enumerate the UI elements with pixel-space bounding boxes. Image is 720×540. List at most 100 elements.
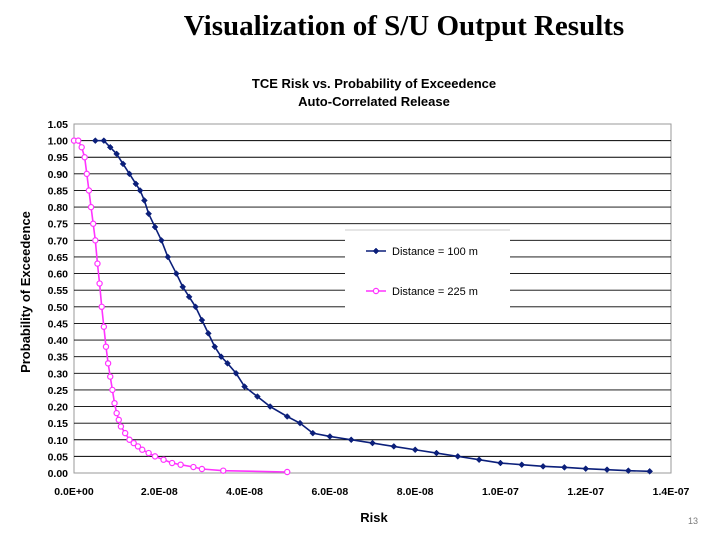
data-point	[475, 456, 483, 464]
chart-title: TCE Risk vs. Probability of Exceedence	[252, 76, 496, 91]
data-point	[121, 429, 129, 437]
x-tick-label: 1.2E-07	[567, 486, 604, 498]
data-point	[411, 446, 419, 454]
data-point	[130, 439, 137, 447]
data-point	[78, 144, 85, 151]
y-tick-label: 0.95	[48, 152, 69, 164]
data-point	[100, 137, 108, 144]
data-point	[75, 137, 82, 144]
x-tick-label: 8.0E-08	[397, 486, 434, 498]
y-tick-label: 0.70	[48, 235, 69, 247]
y-tick-label: 0.40	[48, 335, 69, 347]
data-point	[104, 360, 112, 367]
data-point	[168, 459, 176, 467]
data-point	[204, 330, 212, 337]
data-point	[113, 409, 120, 417]
legend-label: Distance = 225 m	[392, 286, 478, 298]
data-point	[119, 160, 127, 168]
data-point	[92, 237, 99, 244]
data-point	[96, 280, 103, 287]
data-point	[192, 303, 199, 311]
data-point	[625, 467, 632, 475]
data-point	[518, 461, 526, 469]
data-point	[134, 443, 142, 450]
y-tick-label: 0.05	[48, 451, 69, 463]
data-point	[326, 433, 334, 440]
data-point	[254, 393, 261, 400]
data-point	[87, 203, 95, 211]
data-point	[107, 373, 114, 380]
data-point	[85, 187, 93, 194]
data-point	[111, 400, 118, 407]
data-point	[211, 343, 219, 351]
y-tick-label: 0.50	[48, 302, 69, 314]
data-point	[283, 413, 291, 420]
y-tick-label: 0.10	[48, 435, 69, 447]
y-tick-label: 0.90	[48, 169, 69, 181]
data-point	[190, 463, 197, 471]
legend-marker	[372, 247, 380, 255]
tick-labels: 0.00 0.05 0.10 0.15 0.20 0.25 0.30 0.35 0.40 0.45…	[48, 119, 690, 498]
data-point	[117, 423, 125, 430]
data-point	[284, 468, 291, 476]
data-point	[369, 439, 376, 447]
x-tick-label: 1.4E-07	[653, 486, 690, 498]
legend-marker	[372, 287, 380, 295]
data-point	[220, 467, 227, 474]
y-tick-label: 0.15	[48, 418, 69, 430]
data-point	[151, 223, 159, 231]
data-point	[100, 323, 108, 330]
legend-box	[345, 230, 510, 308]
data-point	[561, 463, 568, 471]
y-tick-label: 0.65	[48, 252, 69, 264]
data-series	[70, 137, 654, 476]
data-point	[198, 465, 206, 473]
data-point	[224, 359, 231, 367]
legend-label: Distance = 100 m	[392, 246, 478, 258]
data-point	[158, 236, 165, 244]
data-point	[83, 170, 90, 178]
y-tick-label: 1.05	[48, 119, 69, 131]
x-tick-label: 2.0E-08	[141, 486, 178, 498]
data-point	[91, 137, 99, 144]
y-tick-label: 0.45	[48, 318, 69, 330]
data-point	[106, 143, 114, 151]
data-point	[433, 449, 440, 457]
data-point	[160, 456, 167, 463]
y-tick-label: 0.35	[48, 352, 69, 364]
y-tick-label: 0.85	[48, 185, 69, 197]
data-point	[109, 386, 116, 394]
data-point	[172, 270, 180, 277]
data-point	[232, 369, 240, 377]
data-point	[539, 462, 547, 470]
x-tick-label: 4.0E-08	[226, 486, 263, 498]
data-point	[115, 416, 122, 424]
slide-title: Visualization of S/U Output Results	[183, 10, 625, 42]
legend: Distance = 100 m Distance = 225 m	[345, 229, 510, 308]
data-point	[126, 436, 133, 443]
data-point	[136, 187, 144, 194]
y-tick-label: 0.55	[48, 285, 69, 297]
data-point	[113, 150, 120, 158]
data-point	[141, 197, 148, 204]
data-point	[132, 180, 140, 188]
x-tick-label: 6.0E-08	[311, 486, 348, 498]
y-axis-title: Probability of Exceedence	[18, 211, 33, 373]
data-point	[217, 353, 225, 361]
data-point	[185, 293, 193, 301]
y-tick-label: 0.25	[48, 385, 69, 397]
data-point	[603, 466, 611, 474]
data-point	[646, 467, 654, 475]
data-point	[582, 465, 590, 473]
data-point	[126, 170, 133, 178]
y-tick-label: 0.20	[48, 402, 69, 414]
data-point	[102, 343, 110, 350]
data-point	[309, 429, 317, 437]
data-point	[164, 253, 172, 261]
data-point	[266, 403, 274, 410]
data-point	[98, 303, 105, 311]
data-point	[89, 220, 97, 227]
data-point	[296, 419, 304, 427]
x-axis-title: Risk	[360, 510, 388, 525]
data-point	[151, 453, 159, 460]
